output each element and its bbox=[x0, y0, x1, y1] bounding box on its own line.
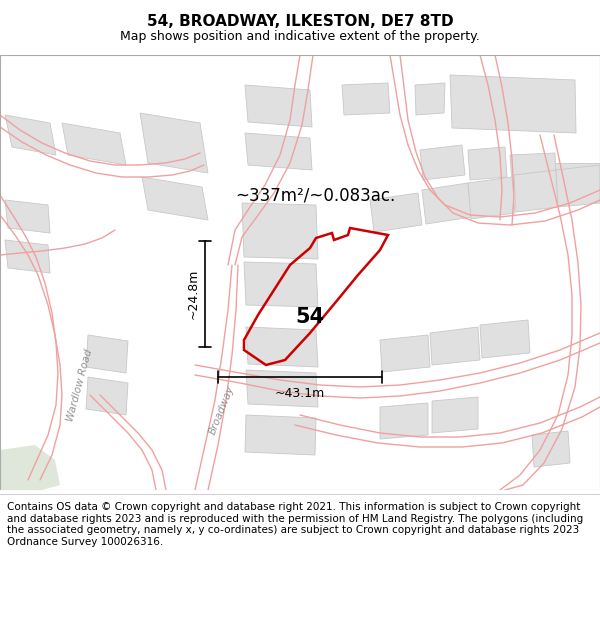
Polygon shape bbox=[5, 200, 50, 233]
Polygon shape bbox=[480, 320, 530, 358]
Polygon shape bbox=[468, 147, 507, 180]
Polygon shape bbox=[432, 397, 478, 433]
Polygon shape bbox=[514, 170, 558, 212]
Polygon shape bbox=[450, 75, 576, 133]
Polygon shape bbox=[556, 165, 600, 207]
Polygon shape bbox=[420, 145, 465, 180]
Text: ~43.1m: ~43.1m bbox=[275, 387, 325, 400]
Polygon shape bbox=[86, 335, 128, 373]
Polygon shape bbox=[245, 85, 312, 127]
Polygon shape bbox=[245, 415, 316, 455]
Polygon shape bbox=[86, 377, 128, 415]
Text: ~337m²/~0.083ac.: ~337m²/~0.083ac. bbox=[235, 186, 395, 204]
Text: Map shows position and indicative extent of the property.: Map shows position and indicative extent… bbox=[120, 30, 480, 43]
Polygon shape bbox=[370, 193, 422, 232]
Text: 54, BROADWAY, ILKESTON, DE7 8TD: 54, BROADWAY, ILKESTON, DE7 8TD bbox=[146, 14, 454, 29]
Polygon shape bbox=[380, 403, 428, 439]
Polygon shape bbox=[555, 163, 600, 193]
Text: ~24.8m: ~24.8m bbox=[187, 269, 200, 319]
Polygon shape bbox=[142, 177, 208, 220]
Polygon shape bbox=[415, 83, 445, 115]
Text: Contains OS data © Crown copyright and database right 2021. This information is : Contains OS data © Crown copyright and d… bbox=[7, 502, 583, 547]
Polygon shape bbox=[62, 123, 126, 165]
Text: Broadway: Broadway bbox=[208, 384, 236, 436]
Polygon shape bbox=[422, 183, 472, 224]
Text: 54: 54 bbox=[295, 307, 325, 327]
Polygon shape bbox=[245, 133, 312, 170]
Polygon shape bbox=[430, 327, 480, 365]
Polygon shape bbox=[246, 327, 318, 367]
Polygon shape bbox=[242, 203, 318, 259]
Polygon shape bbox=[342, 83, 390, 115]
Text: Wardlow Road: Wardlow Road bbox=[65, 348, 94, 423]
Polygon shape bbox=[532, 431, 570, 467]
Polygon shape bbox=[468, 177, 515, 219]
Polygon shape bbox=[5, 240, 50, 273]
Polygon shape bbox=[510, 153, 556, 185]
Polygon shape bbox=[140, 113, 208, 173]
Polygon shape bbox=[244, 262, 318, 307]
Polygon shape bbox=[246, 370, 318, 407]
Polygon shape bbox=[5, 115, 56, 155]
Polygon shape bbox=[380, 335, 430, 372]
Polygon shape bbox=[0, 445, 60, 490]
